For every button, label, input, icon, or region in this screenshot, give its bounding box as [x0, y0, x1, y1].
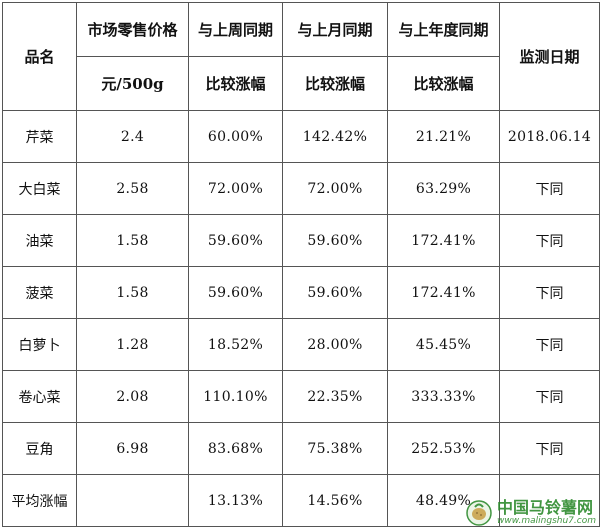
cell-date: 下同	[499, 214, 600, 267]
cell-date: 下同	[499, 318, 600, 371]
potato-logo-icon	[466, 500, 492, 526]
cell-average-price	[76, 474, 189, 527]
cell-price: 6.98	[76, 422, 189, 475]
cell-average-label: 平均涨幅	[2, 474, 77, 527]
header-compare-month: 比较涨幅	[282, 56, 388, 111]
cell-week: 59.60%	[188, 266, 283, 319]
cell-price: 2.58	[76, 162, 189, 215]
header-vs-last-month: 与上月同期	[282, 2, 388, 57]
cell-date: 下同	[499, 422, 600, 475]
header-row-2: 元/500g 比较涨幅 比较涨幅 比较涨幅	[3, 56, 600, 111]
cell-month: 22.35%	[282, 370, 388, 423]
cell-name: 大白菜	[2, 162, 77, 215]
cell-week: 72.00%	[188, 162, 283, 215]
cell-week: 60.00%	[188, 110, 283, 163]
cell-price: 2.4	[76, 110, 189, 163]
watermark-title: 中国马铃薯网	[497, 497, 594, 517]
cell-date: 下同	[499, 162, 600, 215]
cell-price: 1.28	[76, 318, 189, 371]
cell-average-month: 14.56%	[282, 474, 388, 527]
table-row: 菠菜 1.58 59.60% 59.60% 172.41% 下同	[2, 266, 600, 319]
cell-name: 白萝卜	[2, 318, 77, 371]
cell-month: 28.00%	[282, 318, 388, 371]
cell-week: 83.68%	[188, 422, 283, 475]
cell-year: 333.33%	[387, 370, 500, 423]
cell-year: 45.45%	[387, 318, 500, 371]
cell-month: 59.60%	[282, 214, 388, 267]
header-compare-week: 比较涨幅	[188, 56, 283, 111]
cell-date: 下同	[499, 266, 600, 319]
header-date: 监测日期	[499, 2, 600, 111]
cell-month: 75.38%	[282, 422, 388, 475]
header-retail-unit: 元/500g	[76, 56, 189, 111]
cell-year: 252.53%	[387, 422, 500, 475]
cell-week: 59.60%	[188, 214, 283, 267]
cell-year: 63.29%	[387, 162, 500, 215]
cell-price: 1.58	[76, 266, 189, 319]
cell-week: 18.52%	[188, 318, 283, 371]
watermark-url: www.malingshu7.com	[497, 515, 596, 526]
cell-name: 油菜	[2, 214, 77, 267]
table-row: 大白菜 2.58 72.00% 72.00% 63.29% 下同	[2, 162, 600, 215]
cell-name: 芹菜	[2, 110, 77, 163]
table-row: 油菜 1.58 59.60% 59.60% 172.41% 下同	[2, 214, 600, 267]
cell-month: 142.42%	[282, 110, 388, 163]
header-compare-year: 比较涨幅	[387, 56, 500, 111]
cell-average-week: 13.13%	[188, 474, 283, 527]
cell-date: 2018.06.14	[499, 110, 600, 163]
cell-average-date	[499, 474, 600, 527]
cell-name: 菠菜	[2, 266, 77, 319]
cell-price: 1.58	[76, 214, 189, 267]
cell-date: 下同	[499, 370, 600, 423]
cell-week: 110.10%	[188, 370, 283, 423]
header-vs-last-week: 与上周同期	[188, 2, 283, 57]
table-row: 豆角 6.98 83.68% 75.38% 252.53% 下同	[2, 422, 600, 475]
cell-year: 172.41%	[387, 266, 500, 319]
cell-month: 59.60%	[282, 266, 388, 319]
header-row-1: 品名 市场零售价格 与上周同期 与上月同期 与上年度同期 监测日期	[2, 2, 600, 111]
cell-name: 豆角	[2, 422, 77, 475]
cell-name: 卷心菜	[2, 370, 77, 423]
table-row: 芹菜 2.4 60.00% 142.42% 21.21% 2018.06.14	[2, 110, 600, 163]
cell-year: 21.21%	[387, 110, 500, 163]
table-row: 卷心菜 2.08 110.10% 22.35% 333.33% 下同	[2, 370, 600, 423]
cell-year: 172.41%	[387, 214, 500, 267]
header-vs-last-year: 与上年度同期	[387, 2, 500, 57]
header-retail-price: 市场零售价格	[76, 2, 189, 57]
cell-month: 72.00%	[282, 162, 388, 215]
header-name: 品名	[2, 2, 77, 111]
cell-price: 2.08	[76, 370, 189, 423]
table-row: 白萝卜 1.28 18.52% 28.00% 45.45% 下同	[2, 318, 600, 371]
site-watermark: 中国马铃薯网 www.malingshu7.com	[465, 499, 596, 527]
